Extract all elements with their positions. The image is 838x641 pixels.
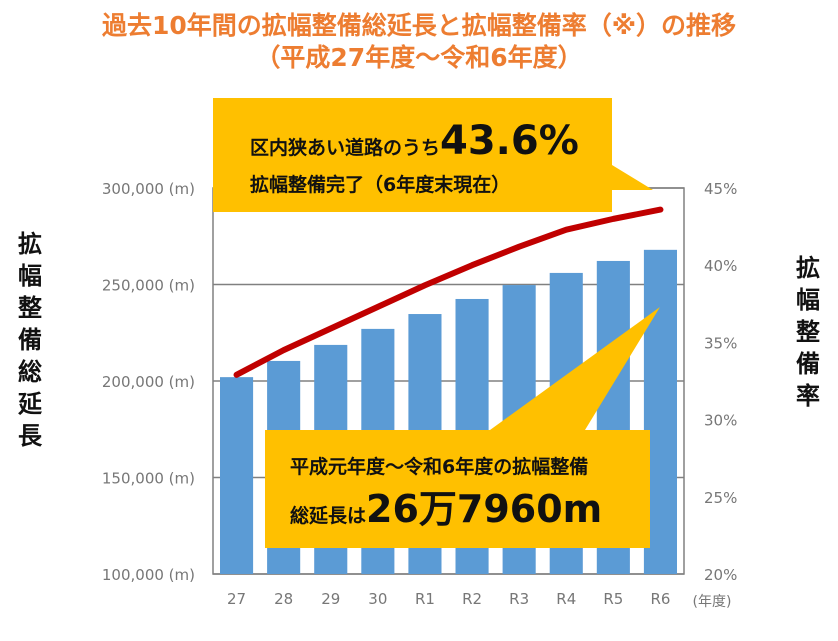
x-tick-label: R5: [603, 590, 623, 608]
y2-tick-label: 45%: [704, 180, 737, 198]
y-tick-label: 250,000 (m): [102, 277, 195, 295]
y-tick-label: 150,000 (m): [102, 470, 195, 488]
y2-tick-label: 35%: [704, 334, 737, 352]
callout-bottom-prefix: 総延長は: [290, 505, 367, 527]
y-tick-label: 200,000 (m): [102, 373, 195, 391]
callout-bottom-box: [265, 307, 660, 548]
y2-tick-label: 20%: [704, 566, 737, 584]
x-tick-label: 30: [368, 590, 387, 608]
y-tick-label: 300,000 (m): [102, 180, 195, 198]
callout-bottom-line2: 総延長は26万7960m: [290, 478, 602, 533]
x-tick-label: R4: [556, 590, 576, 608]
x-tick-label: R3: [509, 590, 529, 608]
callout-top-line2: 拡幅整備完了（6年度末現在）: [250, 174, 511, 196]
y2-tick-label: 25%: [704, 489, 737, 507]
callout-top-line1: 区内狭あい道路のうち43.6%: [250, 118, 579, 164]
x-unit-label: (年度): [693, 594, 732, 610]
rate-line: [233, 206, 664, 378]
callout-top-prefix: 区内狭あい道路のうち: [250, 137, 441, 159]
callout-bottom-line1: 平成元年度～令和6年度の拡幅整備: [290, 456, 589, 478]
x-tick-label: 28: [274, 590, 293, 608]
y2-axis-label: 拡幅整備率: [796, 254, 820, 410]
x-tick-label: 27: [227, 590, 246, 608]
chart-subtitle: （平成27年度～令和6年度）: [255, 43, 583, 72]
y2-tick-label: 40%: [704, 257, 737, 275]
callout-top-box: [213, 98, 653, 212]
y-tick-label: 100,000 (m): [102, 566, 195, 584]
callout-top-value: 43.6%: [440, 118, 579, 164]
y-axis-label: 拡幅整備総延長: [18, 230, 42, 450]
x-tick-label: R6: [650, 590, 670, 608]
chart-title: 過去10年間の拡幅整備総延長と拡幅整備率（※）の推移: [101, 11, 737, 40]
x-tick-label: R2: [462, 590, 482, 608]
callout-bottom-value: 26万7960m: [366, 487, 603, 531]
bar-27: [220, 377, 254, 574]
y2-tick-label: 30%: [704, 412, 737, 430]
x-tick-label: R1: [415, 590, 435, 608]
x-tick-label: 29: [321, 590, 340, 608]
